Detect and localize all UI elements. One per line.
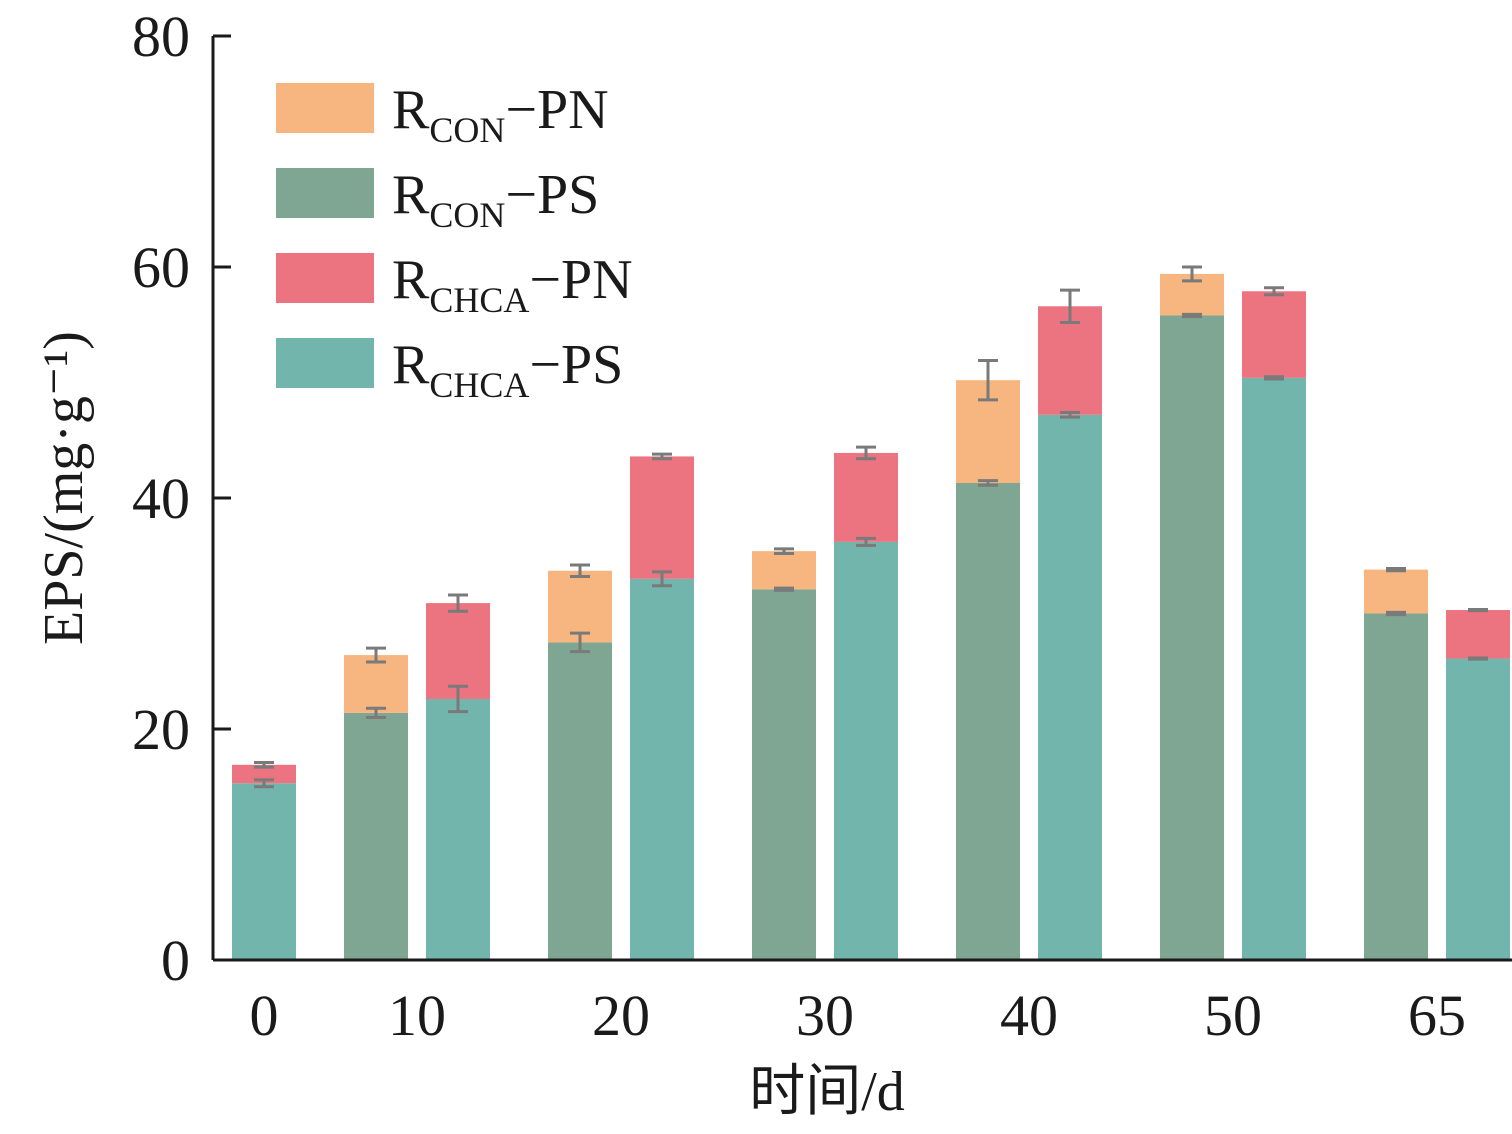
errorbar-rchca-ps-day-20 xyxy=(652,570,672,588)
errorbar-rcon-ps-day-40 xyxy=(978,479,998,487)
bar-rchca-pn-day-50 xyxy=(1242,291,1306,378)
errorbar-rcon-ps-day-10 xyxy=(366,706,386,719)
bar-rchca-ps-day-40 xyxy=(1038,414,1102,961)
errorbar-rcon-pn-day-40 xyxy=(978,359,998,402)
errorbar-rchca-pn-day-20 xyxy=(652,452,672,461)
errorbar-rchca-ps-day-30 xyxy=(856,536,876,547)
bar-rchca-ps-day-20 xyxy=(630,578,694,960)
bar-rchca-pn-day-10 xyxy=(426,603,490,699)
errorbar-rchca-ps-day-40 xyxy=(1060,411,1080,419)
legend-item-rchca-ps: RCHCA−PS xyxy=(276,334,623,405)
errorbar-rchca-pn-day-30 xyxy=(856,445,876,461)
error-bars-layer xyxy=(254,265,1488,789)
y-tick-label-40: 40 xyxy=(132,466,190,531)
bar-rchca-ps-day-50 xyxy=(1242,377,1306,960)
x-tick-label-30: 30 xyxy=(796,983,854,1048)
axes-layer: 0 20 40 60 80 0 10 20 30 40 50 65 xyxy=(132,4,1512,1048)
legend-swatch-rcon-pn xyxy=(276,83,374,133)
y-tick-label-80: 80 xyxy=(132,4,190,69)
legend-item-rcon-pn: RCON−PN xyxy=(276,79,609,150)
legend-label-rcon-ps: RCON−PS xyxy=(392,164,599,235)
errorbar-rchca-pn-day-50 xyxy=(1264,286,1284,297)
errorbar-rchca-pn-day-0 xyxy=(254,760,274,769)
bar-rchca-ps-day-30 xyxy=(834,541,898,960)
y-tick-label-60: 60 xyxy=(132,235,190,300)
bar-rchca-ps-day-65 xyxy=(1446,658,1510,960)
bar-rcon-ps-day-10 xyxy=(344,712,408,960)
legend-swatch-rchca-ps xyxy=(276,338,374,388)
x-tick-label-10: 10 xyxy=(388,983,446,1048)
errorbar-rcon-ps-day-65 xyxy=(1386,610,1406,617)
bar-rcon-pn-day-20 xyxy=(548,570,612,643)
bar-rchca-ps-day-10 xyxy=(426,698,490,960)
errorbar-rchca-pn-day-40 xyxy=(1060,288,1080,324)
bar-rcon-ps-day-50 xyxy=(1160,315,1224,960)
y-axis-title: EPS/(mg·g⁻¹) xyxy=(33,331,95,645)
bar-rcon-ps-day-40 xyxy=(956,482,1020,960)
legend-swatch-rchca-pn xyxy=(276,253,374,303)
x-axis-title: 时间/d xyxy=(749,1061,905,1123)
errorbar-rcon-pn-day-30 xyxy=(774,547,794,555)
bar-rchca-pn-day-65 xyxy=(1446,610,1510,659)
bar-rchca-pn-day-0 xyxy=(232,764,296,784)
bar-rcon-ps-day-20 xyxy=(548,642,612,960)
x-tick-label-40: 40 xyxy=(1000,983,1058,1048)
bars-layer xyxy=(232,273,1510,961)
legend-item-rchca-pn: RCHCA−PN xyxy=(276,249,633,320)
errorbar-rcon-ps-day-50 xyxy=(1182,312,1202,319)
bar-rcon-pn-day-10 xyxy=(344,655,408,713)
x-tick-label-50: 50 xyxy=(1204,983,1262,1048)
legend-label-rcon-pn: RCON−PN xyxy=(392,79,609,150)
bar-rchca-ps-day-0 xyxy=(232,783,296,960)
legend-label-rchca-ps: RCHCA−PS xyxy=(392,334,623,405)
errorbar-rchca-ps-day-10 xyxy=(448,684,468,714)
errorbar-rchca-ps-day-65 xyxy=(1468,656,1488,661)
errorbar-rcon-ps-day-20 xyxy=(570,631,590,654)
bar-rcon-ps-day-65 xyxy=(1364,613,1428,960)
bar-rchca-pn-day-30 xyxy=(834,452,898,542)
errorbar-rchca-ps-day-50 xyxy=(1264,375,1284,381)
errorbar-rcon-pn-day-65 xyxy=(1386,566,1406,573)
x-tick-label-20: 20 xyxy=(592,983,650,1048)
legend: RCON−PN RCON−PS RCHCA−PN RCHCA−PS xyxy=(276,79,633,405)
legend-label-rchca-pn: RCHCA−PN xyxy=(392,249,633,320)
errorbar-rcon-ps-day-30 xyxy=(774,586,794,592)
bar-rcon-ps-day-30 xyxy=(752,589,816,960)
errorbar-rchca-ps-day-0 xyxy=(254,778,274,789)
errorbar-rcon-pn-day-10 xyxy=(366,646,386,664)
bar-rchca-pn-day-40 xyxy=(1038,306,1102,415)
x-tick-label-65: 65 xyxy=(1408,983,1466,1048)
legend-item-rcon-ps: RCON−PS xyxy=(276,164,599,235)
errorbar-rcon-pn-day-50 xyxy=(1182,265,1202,283)
bar-rcon-pn-day-30 xyxy=(752,551,816,590)
y-tick-label-20: 20 xyxy=(132,697,190,762)
bar-rchca-pn-day-20 xyxy=(630,456,694,579)
y-tick-label-0: 0 xyxy=(161,928,190,993)
errorbar-rcon-pn-day-20 xyxy=(570,563,590,579)
x-tick-label-0: 0 xyxy=(250,983,279,1048)
errorbar-rchca-pn-day-65 xyxy=(1468,607,1488,613)
errorbar-rchca-pn-day-10 xyxy=(448,593,468,613)
legend-swatch-rcon-ps xyxy=(276,168,374,218)
bar-rcon-pn-day-65 xyxy=(1364,569,1428,614)
